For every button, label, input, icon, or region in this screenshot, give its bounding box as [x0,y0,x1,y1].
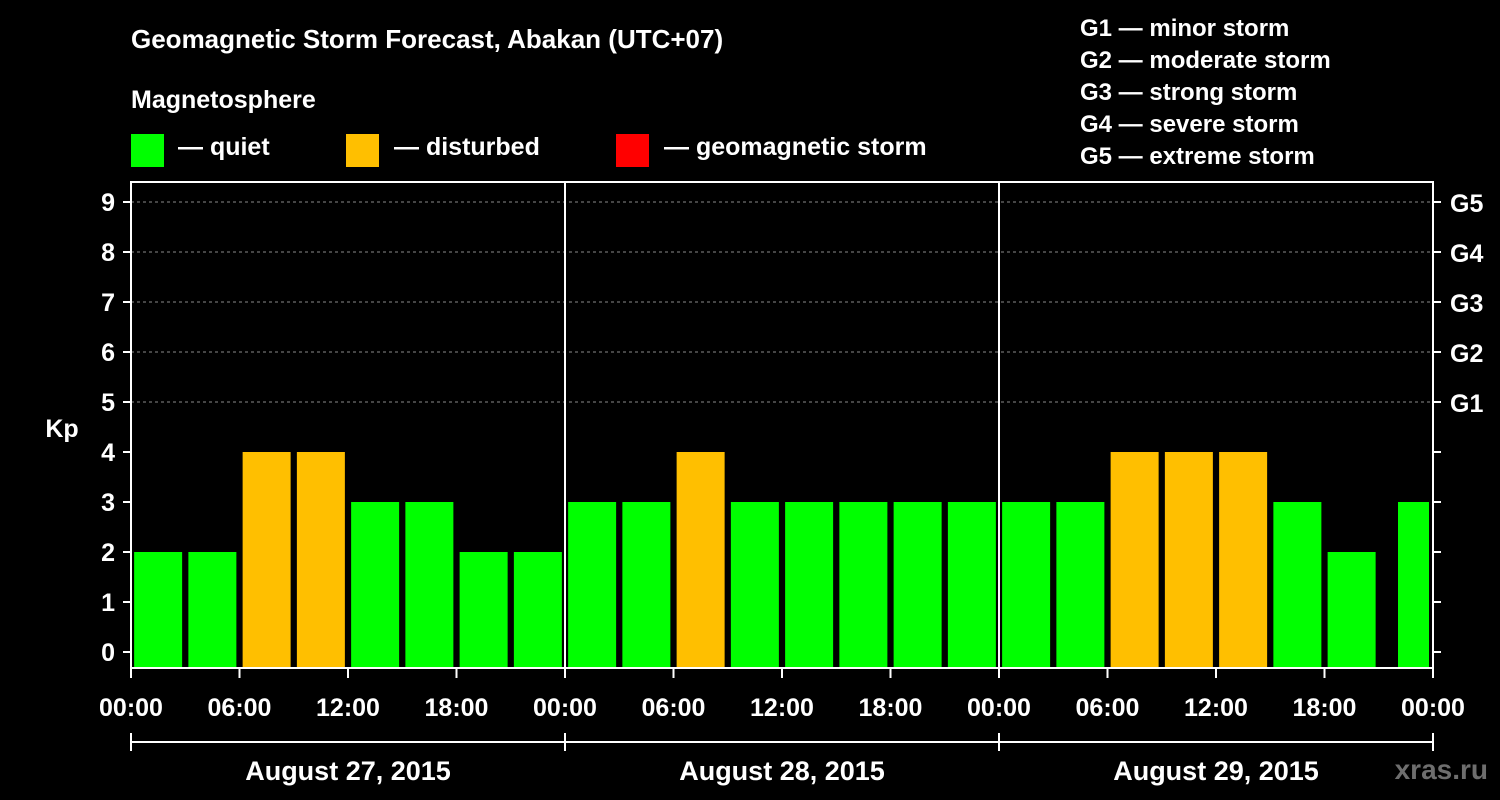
x-tick-label: 18:00 [1293,694,1357,722]
kp-bar [839,502,888,668]
kp-bar [1398,502,1429,668]
day-label: August 27, 2015 [245,756,451,786]
g-level-label: G4 [1450,240,1483,268]
g-level-label: G2 [1450,340,1483,368]
g-scale-item-g2: G2 — moderate storm [1080,47,1331,74]
kp-bar [622,502,671,668]
x-tick-label: 00:00 [99,694,163,722]
y-axis-label: Kp [45,415,78,443]
kp-bar [459,552,508,668]
g-scale-item-g4: G4 — severe storm [1080,111,1299,138]
y-tick-label: 0 [101,639,115,667]
g-level-label: G5 [1450,190,1483,218]
kp-bar [242,452,291,668]
day-label: August 28, 2015 [679,756,885,786]
x-tick-label: 12:00 [1184,694,1248,722]
y-tick-label: 7 [101,289,115,317]
legend-swatch-storm [616,134,649,167]
kp-bar [676,452,725,668]
x-tick-label: 18:00 [425,694,489,722]
kp-bar [513,552,562,668]
kp-bar [893,502,942,668]
y-tick-label: 3 [101,489,115,517]
x-tick-label: 00:00 [533,694,597,722]
kp-bar [1056,502,1105,668]
day-label: August 29, 2015 [1113,756,1319,786]
x-tick-label: 00:00 [1401,694,1465,722]
y-tick-label: 2 [101,539,115,567]
kp-bar [568,502,617,668]
kp-bar [188,552,237,668]
legend-label-quiet: — quiet [178,133,270,161]
kp-bar [351,502,400,668]
x-tick-label: 06:00 [642,694,706,722]
kp-bar [1219,452,1268,668]
kp-bar [296,452,345,668]
y-tick-label: 1 [101,589,115,617]
g-level-label: G1 [1450,390,1483,418]
g-scale-item-g1: G1 — minor storm [1080,15,1290,42]
legend-swatch-quiet [131,134,164,167]
x-tick-label: 12:00 [750,694,814,722]
y-tick-label: 9 [101,189,115,217]
g-level-label: G3 [1450,290,1483,318]
x-tick-label: 06:00 [208,694,272,722]
legend-heading: Magnetosphere [131,86,316,114]
y-tick-label: 6 [101,339,115,367]
x-tick-label: 06:00 [1076,694,1140,722]
x-tick-label: 12:00 [316,694,380,722]
kp-bar [1002,502,1051,668]
legend-label-disturbed: — disturbed [394,133,540,161]
kp-bar [1164,452,1213,668]
kp-bar [1110,452,1159,668]
kp-bar [1273,502,1322,668]
y-tick-label: 8 [101,239,115,267]
legend-label-storm: — geomagnetic storm [664,133,927,161]
kp-bar [1327,552,1376,668]
kp-bar [947,502,996,668]
kp-bar [785,502,834,668]
watermark: xras.ru [1394,754,1488,785]
y-tick-label: 5 [101,389,115,417]
kp-bar [405,502,454,668]
y-tick-label: 4 [101,439,115,467]
x-tick-label: 18:00 [859,694,923,722]
page-title: Geomagnetic Storm Forecast, Abakan (UTC+… [131,24,724,54]
x-tick-label: 00:00 [967,694,1031,722]
kp-bar [134,552,183,668]
g-scale-item-g5: G5 — extreme storm [1080,143,1315,170]
g-scale-item-g3: G3 — strong storm [1080,79,1298,106]
legend-swatch-disturbed [346,134,379,167]
kp-bar [730,502,779,668]
